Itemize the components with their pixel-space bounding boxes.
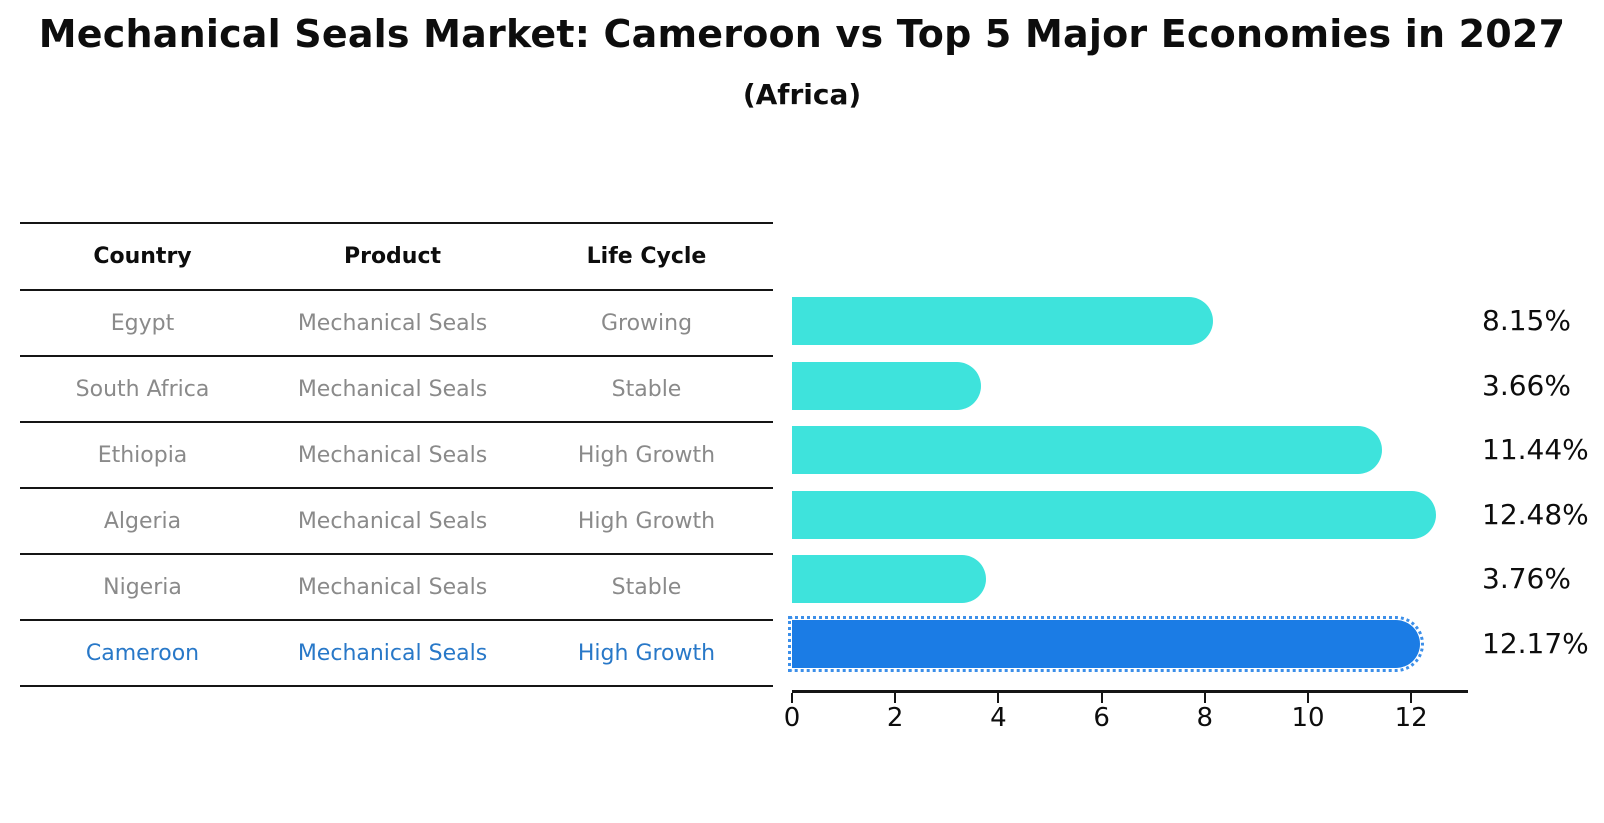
x-tick-label-4: 4	[990, 703, 1007, 733]
cell-country: Cameroon	[85, 640, 200, 666]
cell-country: South Africa	[75, 376, 210, 402]
cell-product: Mechanical Seals	[297, 640, 488, 666]
cell-product: Mechanical Seals	[297, 376, 488, 402]
table-row: Nigeria Mechanical Seals Stable	[20, 555, 773, 621]
cell-life-cycle: Stable	[611, 574, 682, 600]
cell-country: Nigeria	[103, 574, 182, 600]
column-header-life-cycle: Life Cycle	[586, 244, 707, 269]
cell-life-cycle: High Growth	[577, 442, 716, 468]
column-header-product: Product	[343, 244, 442, 269]
x-tick-mark-0	[791, 693, 793, 703]
column-header-country: Country	[93, 244, 192, 269]
chart-title: Mechanical Seals Market: Cameroon vs Top…	[38, 12, 1566, 56]
value-label-egypt: 8.15%	[1482, 304, 1571, 337]
x-tick-mark-4	[997, 693, 1000, 703]
chart-subtitle: (Africa)	[742, 78, 862, 111]
cell-life-cycle: High Growth	[577, 640, 716, 666]
cell-country: Egypt	[110, 310, 175, 336]
x-tick-label-12: 12	[1394, 703, 1428, 733]
table-body: Egypt Mechanical Seals Growing South Afr…	[20, 291, 773, 687]
cell-life-cycle: High Growth	[577, 508, 716, 534]
country-table: Country Product Life Cycle Egypt Mechani…	[20, 222, 773, 687]
bar-south-africa	[792, 361, 981, 410]
cell-country: Algeria	[103, 508, 182, 534]
value-label-algeria: 12.48%	[1482, 497, 1589, 531]
bar-algeria	[792, 490, 1436, 539]
x-tick-label-10: 10	[1291, 703, 1325, 733]
table-row: Ethiopia Mechanical Seals High Growth	[20, 423, 773, 489]
x-tick-mark-8	[1203, 693, 1206, 703]
value-label-nigeria: 3.76%	[1482, 562, 1571, 595]
table-row: Egypt Mechanical Seals Growing	[20, 291, 773, 357]
x-tick-label-8: 8	[1196, 703, 1214, 733]
x-tick-label-0: 0	[783, 703, 801, 733]
bar-egypt	[792, 297, 1213, 345]
value-label-ethiopia: 11.44%	[1482, 433, 1589, 466]
cell-country: Ethiopia	[97, 442, 188, 468]
cell-product: Mechanical Seals	[297, 442, 488, 468]
table-row: Cameroon Mechanical Seals High Growth	[20, 621, 773, 687]
x-tick-mark-6	[1100, 693, 1103, 703]
value-label-cameroon: 12.17%	[1482, 626, 1589, 660]
cell-product: Mechanical Seals	[297, 574, 488, 600]
x-tick-mark-10	[1307, 693, 1309, 703]
bar-nigeria	[792, 555, 987, 603]
cell-product: Mechanical Seals	[297, 310, 488, 336]
bar-ethiopia	[792, 426, 1383, 474]
cell-life-cycle: Stable	[611, 376, 682, 402]
x-tick-label-6: 6	[1093, 703, 1110, 733]
cell-product: Mechanical Seals	[297, 508, 488, 534]
x-axis-line	[792, 690, 1468, 693]
table-row: Algeria Mechanical Seals High Growth	[20, 489, 773, 555]
value-label-south-africa: 3.66%	[1482, 368, 1571, 402]
x-tick-mark-12	[1410, 693, 1413, 703]
table-header-row: Country Product Life Cycle	[20, 224, 773, 291]
x-tick-mark-2	[894, 693, 897, 703]
table-row: South Africa Mechanical Seals Stable	[20, 357, 773, 423]
x-tick-label-2: 2	[886, 703, 904, 733]
bar-cameroon	[788, 615, 1424, 672]
cell-life-cycle: Growing	[600, 310, 693, 336]
